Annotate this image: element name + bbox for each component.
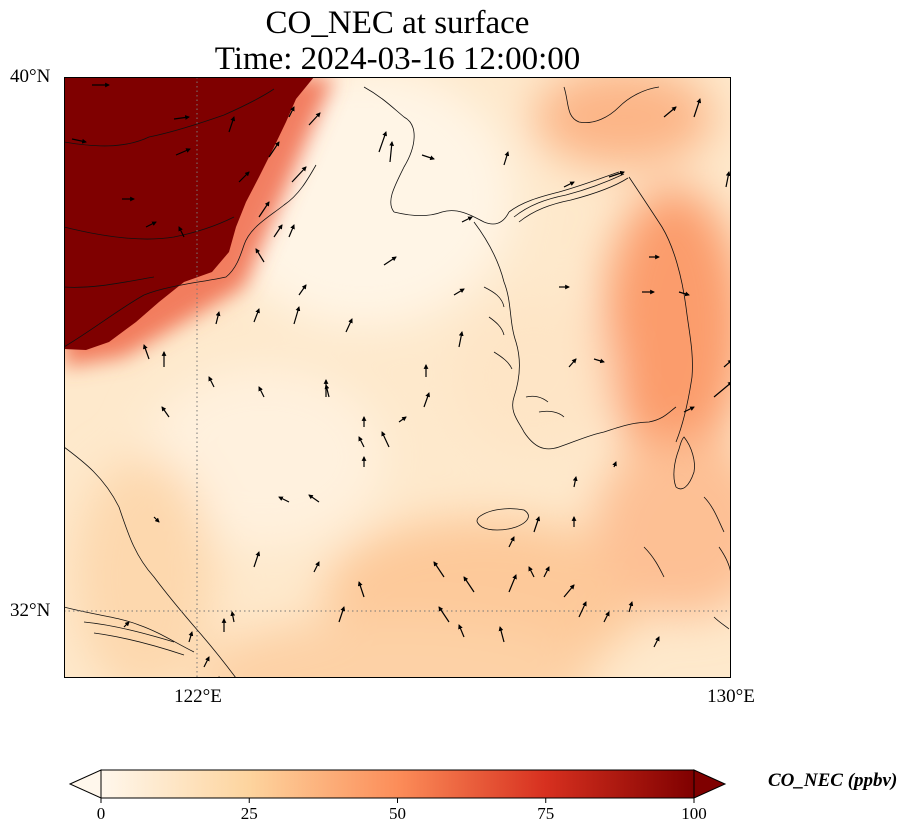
wind-arrow xyxy=(543,566,550,578)
colorbar-tick-label-50: 50 xyxy=(389,804,406,823)
wind-arrow xyxy=(313,561,320,573)
wind-arrow xyxy=(663,106,677,118)
colorbar-extend-max xyxy=(693,769,727,799)
colorbar xyxy=(68,769,727,803)
wind-arrow xyxy=(293,306,301,325)
lat-label-32: 32°N xyxy=(10,600,51,621)
wind-arrow xyxy=(503,151,510,166)
wind-arrow xyxy=(628,601,634,613)
wind-arrow xyxy=(288,106,295,118)
lat-label-40: 40°N xyxy=(10,66,51,87)
wind-arrow xyxy=(345,318,353,333)
wind-arrow xyxy=(208,376,215,388)
wind-arrow xyxy=(143,344,150,360)
wind-arrow xyxy=(508,536,515,548)
colorbar-label: CO_NEC (ppbv) xyxy=(768,770,898,791)
wind-arrow xyxy=(215,311,221,325)
wind-arrow xyxy=(173,115,190,120)
wind-arrow xyxy=(383,256,397,266)
wind-arrow xyxy=(433,561,445,578)
colorbar-gradient xyxy=(100,769,695,799)
colorbar-tick-label-100: 100 xyxy=(681,804,707,823)
wind-arrow xyxy=(578,601,587,618)
map-panel xyxy=(64,77,731,678)
concentration-field xyxy=(74,77,731,678)
wind-arrow xyxy=(288,224,295,238)
wind-arrow xyxy=(463,576,475,593)
wind-arrow xyxy=(161,406,170,418)
wind-arrow xyxy=(678,291,690,297)
wind-arrow xyxy=(453,288,465,296)
graticule xyxy=(64,77,731,678)
wind-arrow xyxy=(563,181,575,188)
map-frame xyxy=(64,77,731,678)
wind-arrow xyxy=(338,606,346,623)
wind-arrow xyxy=(291,166,307,183)
colorbar-tick-label-0: 0 xyxy=(96,804,106,823)
wind-arrow xyxy=(268,141,280,158)
wind-arrow xyxy=(230,611,236,623)
wind-arrow xyxy=(593,358,605,364)
map-title: CO_NEC at surface xyxy=(265,5,530,41)
wind-arrow xyxy=(713,381,731,398)
wind-arrow xyxy=(71,138,87,144)
wind-arrow xyxy=(725,171,731,188)
wind-arrow xyxy=(258,201,270,218)
colorbar-extend-min xyxy=(68,769,102,799)
wind-arrow xyxy=(228,116,236,133)
wind-arrow xyxy=(398,416,407,423)
wind-arrow xyxy=(653,636,660,648)
wind-arrow xyxy=(458,624,465,638)
wind-arrow xyxy=(533,516,541,533)
wind-arrow xyxy=(255,248,265,263)
wind-arrow xyxy=(389,141,395,163)
wind-arrow xyxy=(308,494,320,503)
wind-arrow xyxy=(238,171,250,183)
wind-arrow xyxy=(273,224,283,238)
wind-arrow xyxy=(421,154,435,161)
wind-arrow xyxy=(188,631,194,643)
wind-arrow xyxy=(381,431,390,448)
wind-arrow xyxy=(175,148,191,156)
colorbar-tick-label-75: 75 xyxy=(537,804,555,823)
wind-arrow xyxy=(458,331,464,348)
wind-arrow xyxy=(178,226,185,238)
wind-vectors xyxy=(71,82,731,678)
wind-arrow xyxy=(258,386,265,398)
lon-label-122: 122°E xyxy=(174,686,222,707)
wind-arrow xyxy=(508,574,517,593)
wind-arrow xyxy=(563,584,575,598)
colorbar-ticks xyxy=(100,798,695,803)
coastlines xyxy=(64,86,731,678)
wind-arrow xyxy=(308,112,321,126)
wind-arrow xyxy=(572,476,578,488)
wind-arrow xyxy=(358,436,365,448)
wind-arrow xyxy=(203,656,210,668)
lon-label-130: 130°E xyxy=(707,686,755,707)
wind-arrow xyxy=(683,406,695,413)
wind-arrow xyxy=(123,621,130,628)
wind-arrow xyxy=(298,284,307,296)
wind-arrow xyxy=(612,461,617,468)
wind-arrow xyxy=(423,392,430,408)
wind-arrow xyxy=(498,626,505,643)
wind-arrow xyxy=(153,516,160,523)
wind-arrow xyxy=(693,98,702,118)
wind-arrow xyxy=(461,216,473,223)
wind-arrow xyxy=(528,566,535,578)
wind-arrow xyxy=(378,131,387,153)
colorbar-tick-label-25: 25 xyxy=(240,804,258,823)
wind-arrow xyxy=(145,221,157,228)
wind-arrow xyxy=(438,606,450,623)
wind-arrow xyxy=(608,170,625,178)
map-time-subtitle: Time: 2024-03-16 12:00:00 xyxy=(214,41,581,77)
wind-arrow xyxy=(357,581,365,598)
wind-arrow xyxy=(568,358,577,368)
wind-arrow xyxy=(603,611,610,623)
wind-arrow xyxy=(253,308,260,323)
wind-arrow xyxy=(253,551,261,568)
wind-arrow xyxy=(278,496,290,503)
